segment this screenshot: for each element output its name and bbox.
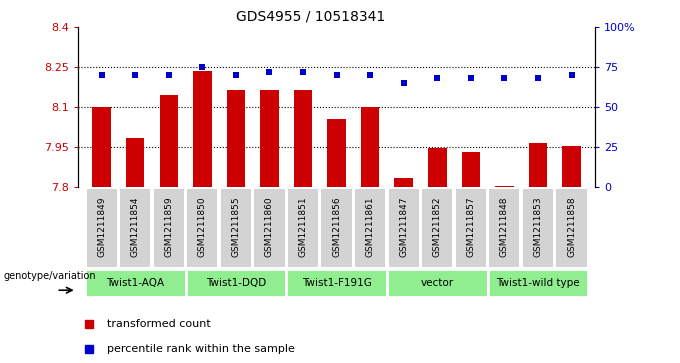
FancyBboxPatch shape bbox=[221, 188, 251, 267]
Bar bbox=[92, 107, 111, 187]
Bar bbox=[193, 71, 211, 187]
FancyBboxPatch shape bbox=[523, 188, 553, 267]
Text: GSM1211850: GSM1211850 bbox=[198, 196, 207, 257]
Bar bbox=[361, 107, 379, 187]
Bar bbox=[394, 178, 413, 187]
Text: Twist1-AQA: Twist1-AQA bbox=[106, 278, 165, 288]
Text: Twist1-DQD: Twist1-DQD bbox=[206, 278, 266, 288]
FancyBboxPatch shape bbox=[288, 188, 318, 267]
Text: GSM1211857: GSM1211857 bbox=[466, 196, 475, 257]
FancyBboxPatch shape bbox=[322, 188, 352, 267]
Text: GSM1211847: GSM1211847 bbox=[399, 197, 408, 257]
Bar bbox=[126, 138, 144, 187]
FancyBboxPatch shape bbox=[120, 188, 150, 267]
FancyBboxPatch shape bbox=[187, 188, 218, 267]
FancyBboxPatch shape bbox=[85, 269, 186, 297]
FancyBboxPatch shape bbox=[556, 188, 587, 267]
FancyBboxPatch shape bbox=[254, 188, 285, 267]
Bar bbox=[562, 146, 581, 187]
FancyBboxPatch shape bbox=[86, 188, 117, 267]
Text: Twist1-wild type: Twist1-wild type bbox=[496, 278, 580, 288]
FancyBboxPatch shape bbox=[387, 269, 488, 297]
Text: GSM1211853: GSM1211853 bbox=[533, 196, 543, 257]
FancyBboxPatch shape bbox=[355, 188, 386, 267]
FancyBboxPatch shape bbox=[186, 269, 286, 297]
Bar bbox=[327, 119, 346, 187]
Text: GSM1211861: GSM1211861 bbox=[366, 196, 375, 257]
Text: GSM1211849: GSM1211849 bbox=[97, 197, 106, 257]
Text: GSM1211856: GSM1211856 bbox=[332, 196, 341, 257]
Bar bbox=[294, 90, 312, 187]
Text: Twist1-F191G: Twist1-F191G bbox=[302, 278, 371, 288]
Text: GSM1211859: GSM1211859 bbox=[165, 196, 173, 257]
Text: GSM1211851: GSM1211851 bbox=[299, 196, 307, 257]
Text: GSM1211852: GSM1211852 bbox=[432, 197, 442, 257]
Title: GDS4955 / 10518341: GDS4955 / 10518341 bbox=[236, 9, 386, 23]
FancyBboxPatch shape bbox=[388, 188, 419, 267]
FancyBboxPatch shape bbox=[154, 188, 184, 267]
Bar bbox=[160, 95, 178, 187]
Text: GSM1211855: GSM1211855 bbox=[231, 196, 241, 257]
Text: transformed count: transformed count bbox=[107, 319, 210, 329]
Bar bbox=[529, 143, 547, 187]
Bar bbox=[462, 152, 480, 187]
FancyBboxPatch shape bbox=[456, 188, 486, 267]
Text: GSM1211848: GSM1211848 bbox=[500, 197, 509, 257]
Text: GSM1211858: GSM1211858 bbox=[567, 196, 576, 257]
FancyBboxPatch shape bbox=[286, 269, 387, 297]
FancyBboxPatch shape bbox=[490, 188, 520, 267]
Text: GSM1211854: GSM1211854 bbox=[131, 197, 140, 257]
Bar bbox=[495, 185, 513, 187]
Text: genotype/variation: genotype/variation bbox=[4, 271, 97, 281]
Text: vector: vector bbox=[421, 278, 454, 288]
Bar bbox=[428, 148, 447, 187]
FancyBboxPatch shape bbox=[488, 269, 588, 297]
FancyBboxPatch shape bbox=[422, 188, 452, 267]
Text: GSM1211860: GSM1211860 bbox=[265, 196, 274, 257]
Bar bbox=[226, 90, 245, 187]
Bar bbox=[260, 90, 279, 187]
Text: percentile rank within the sample: percentile rank within the sample bbox=[107, 343, 294, 354]
